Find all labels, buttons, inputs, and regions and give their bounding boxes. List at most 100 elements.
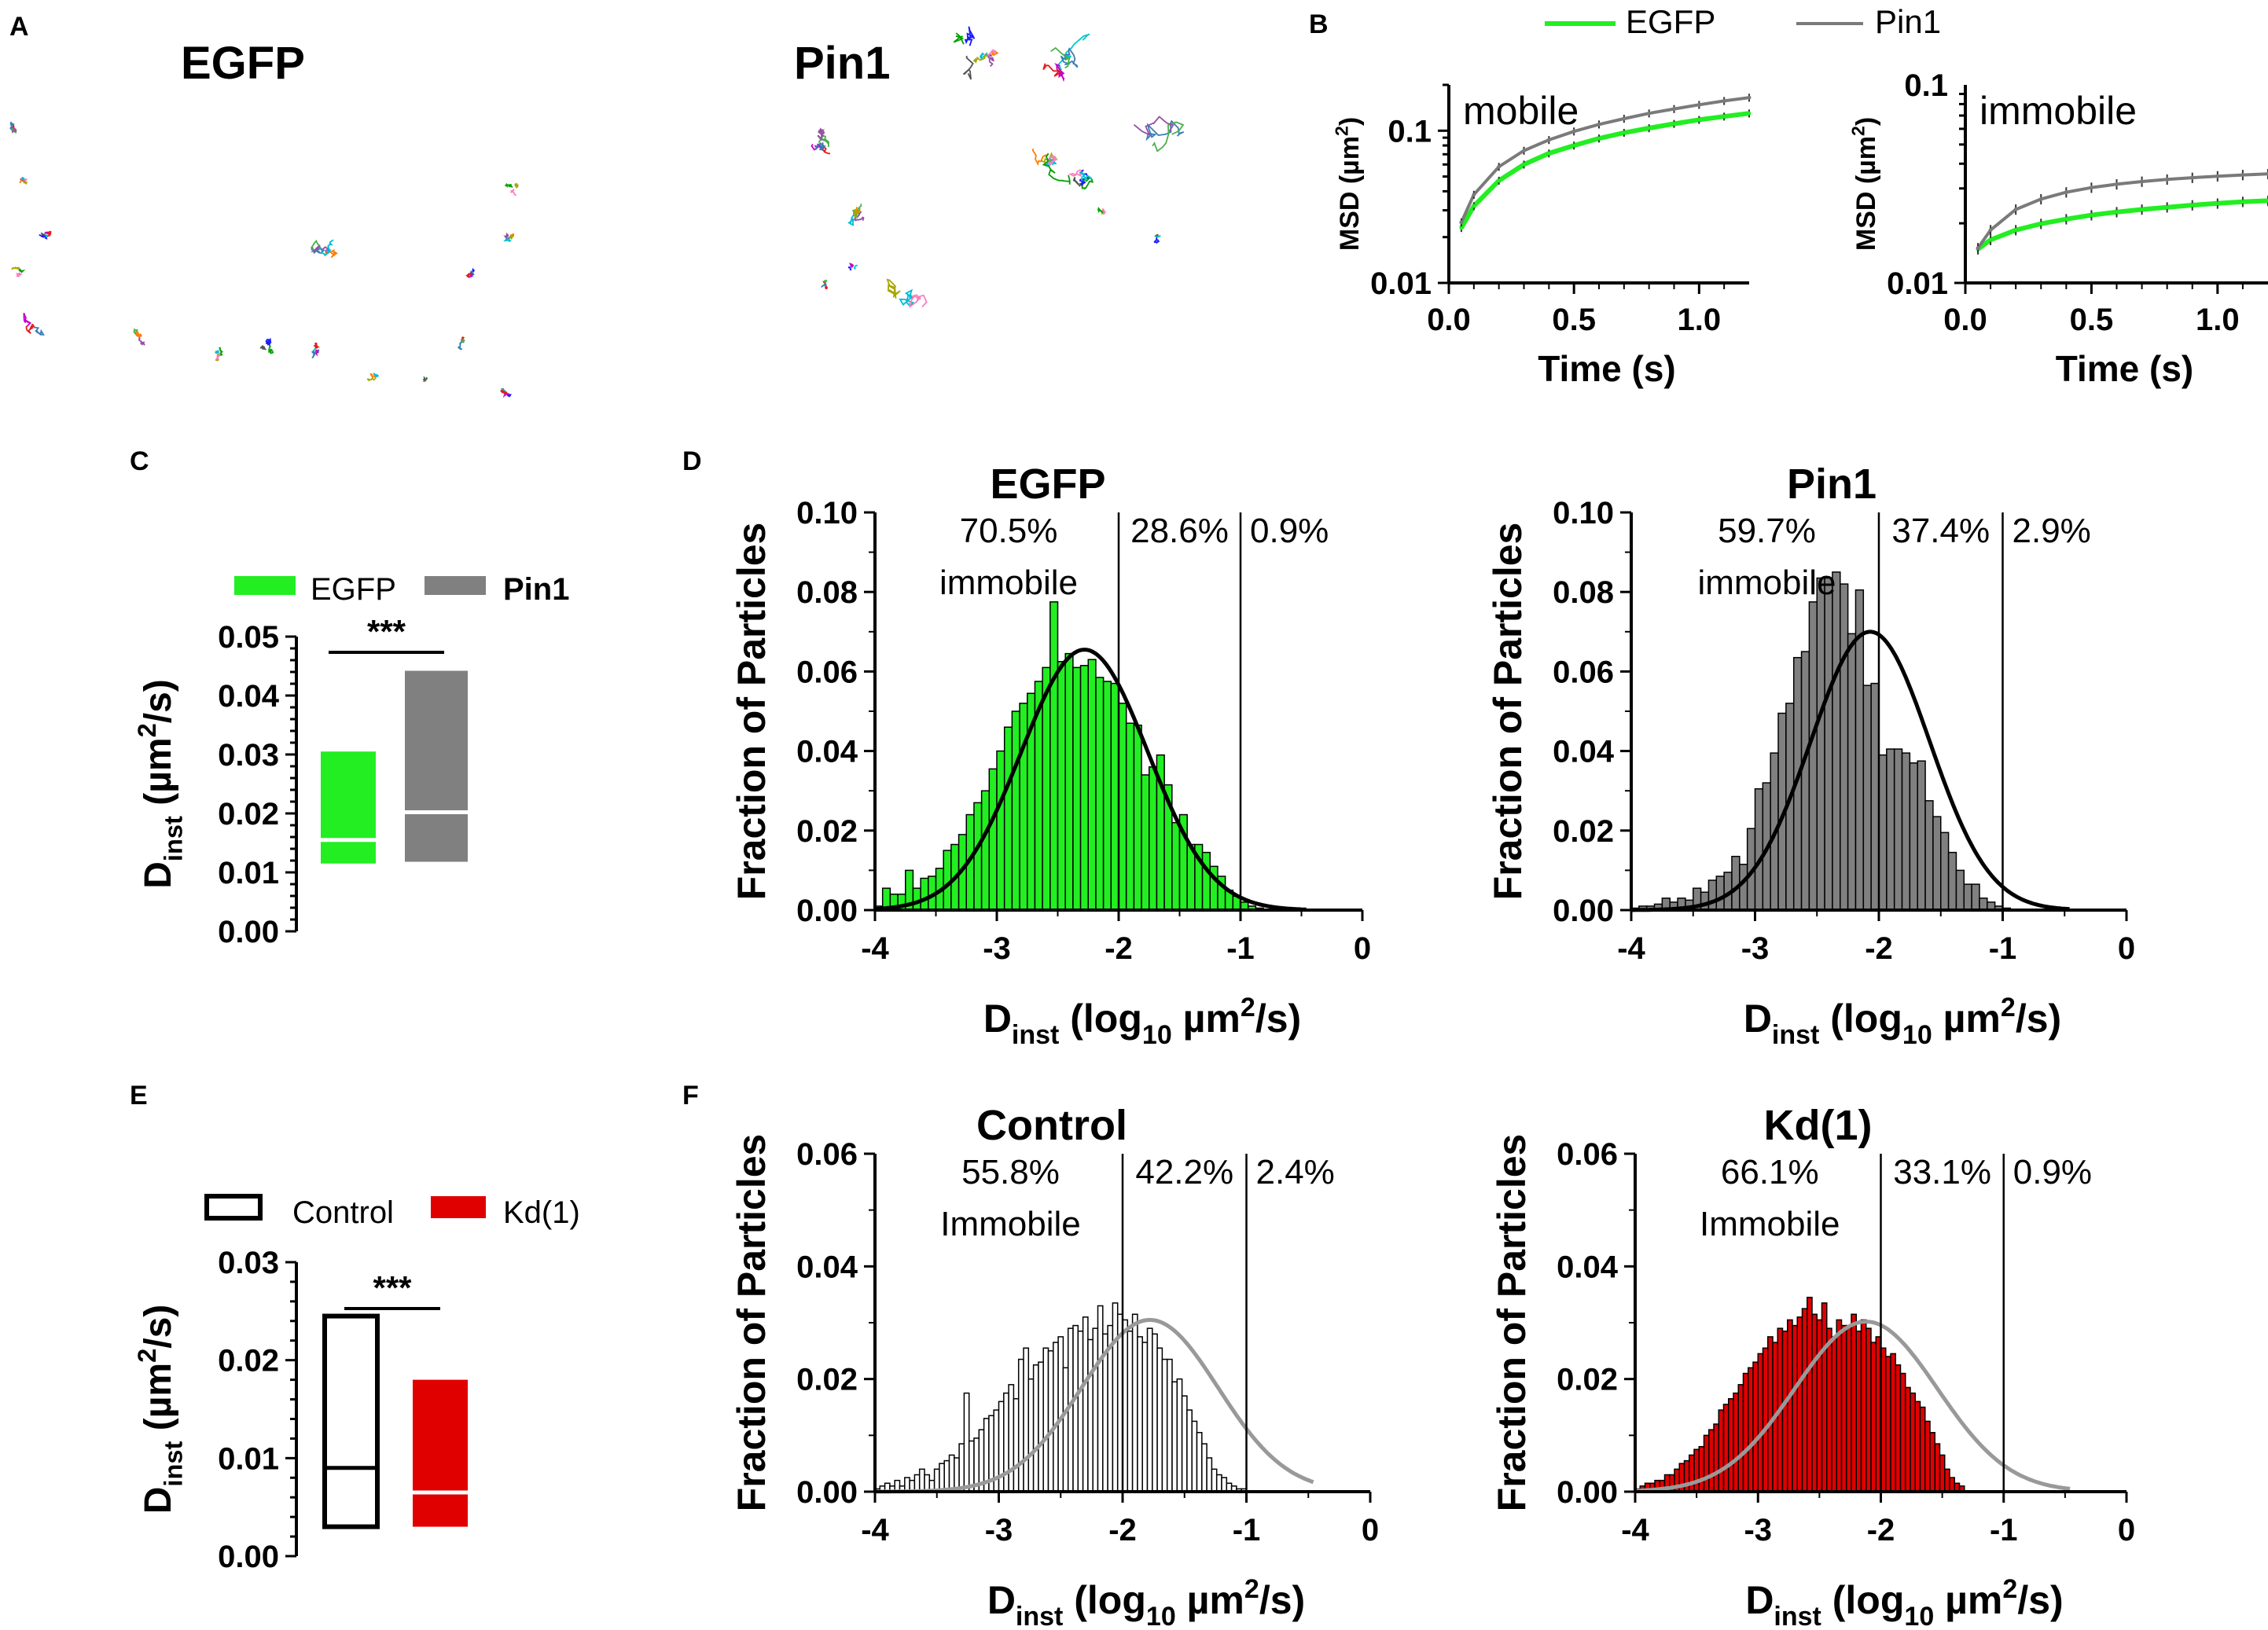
panel-letter-b: B <box>1309 9 1329 39</box>
label-part: /s) <box>138 1305 179 1349</box>
histogram-bar <box>1754 787 1764 911</box>
histogram-bar <box>943 1459 950 1492</box>
particle-track <box>45 234 50 238</box>
histogram-bar <box>1808 601 1818 911</box>
label-part: ) <box>1851 117 1881 126</box>
histogram-bar <box>1715 876 1725 911</box>
histogram-bar <box>1862 685 1872 911</box>
particle-track <box>11 266 20 270</box>
x-tick-label: -2 <box>1105 931 1133 966</box>
label-part: inst <box>1774 1602 1821 1630</box>
particle-track <box>823 279 828 285</box>
histogram-bar <box>1728 1398 1734 1492</box>
y-tick-label: 0.04 <box>796 735 858 769</box>
y-axis-title: Fraction of Particles <box>1490 1134 1534 1512</box>
histogram-bar <box>1008 1384 1015 1492</box>
y-tick-label: 0.01 <box>1370 266 1432 301</box>
particle-track <box>503 235 512 243</box>
histogram-bar <box>1186 1409 1193 1492</box>
particle-track <box>11 127 17 134</box>
histogram-bar <box>1131 1313 1138 1492</box>
panel-letter-f: F <box>682 1081 699 1111</box>
data-point <box>2140 179 2145 184</box>
histogram-bar <box>963 1392 970 1492</box>
immobile-label: immobile <box>1697 564 1836 602</box>
particle-track <box>34 326 45 336</box>
histogram-bar <box>1703 1434 1710 1492</box>
histogram-bar <box>1731 855 1741 911</box>
x-tick-label: 0.0 <box>1427 303 1471 337</box>
particle-track <box>1057 33 1090 71</box>
x-tick-label: 0 <box>1354 931 1371 966</box>
data-point <box>1672 107 1676 112</box>
data-point <box>1522 149 1526 153</box>
histogram-bar <box>1110 682 1119 911</box>
histogram-bar <box>1847 633 1857 911</box>
particle-track <box>510 189 516 196</box>
d-inst-range-chart-e: 0.00 0.01 0.02 0.03 Dinst (µm2/s) *** Control K… <box>132 1194 580 1574</box>
data-point <box>1546 151 1551 156</box>
data-point <box>2240 173 2245 178</box>
histogram-bar <box>912 887 921 911</box>
x-tick-label: -1 <box>1233 1513 1261 1547</box>
histogram-bar <box>1079 665 1089 911</box>
label-part: inst <box>158 1441 187 1486</box>
particle-track <box>1047 154 1057 167</box>
y-tick-label: 0.02 <box>1553 814 1614 849</box>
label-part: (log <box>1821 1578 1905 1622</box>
y-tick-label: 0.00 <box>1557 1475 1618 1510</box>
histogram-bar <box>1885 1356 1891 1492</box>
x-tick-label: -4 <box>1621 1513 1649 1547</box>
label-part: inst <box>1012 1020 1059 1050</box>
data-point <box>1647 126 1652 130</box>
histogram-bar <box>1971 883 1980 911</box>
histogram-bar <box>1929 1432 1935 1492</box>
data-point <box>2215 201 2220 206</box>
histogram-pin1: 0.00 0.02 0.04 0.06 0.08 0.10 -4 -3 -2 -1 0 Pin1 Fra… <box>1486 461 2135 1050</box>
data-point <box>2038 196 2043 201</box>
mobile-percent: 33.1% <box>1893 1153 1991 1191</box>
data-point <box>2089 185 2093 190</box>
particle-track <box>1156 234 1161 238</box>
data-point <box>1497 164 1502 169</box>
particle-track <box>20 176 26 181</box>
y-tick-label: 0.06 <box>1553 655 1614 689</box>
label-part: µm <box>1932 997 2001 1041</box>
label-part: 2 <box>1241 993 1255 1022</box>
particle-track <box>814 141 827 151</box>
label-part: 2 <box>2002 1574 2017 1604</box>
histogram-bar <box>1836 1319 1843 1492</box>
histogram-bar <box>1905 1386 1911 1492</box>
particle-track <box>259 344 267 351</box>
histogram-bar <box>1215 1474 1222 1492</box>
legend-label: Control <box>292 1195 394 1230</box>
particle-track <box>265 337 272 347</box>
particle-track <box>1152 121 1185 152</box>
y-tick-label: 0.06 <box>1557 1137 1618 1172</box>
mobile-percent: 37.4% <box>1891 512 1990 550</box>
histogram-bar <box>1824 577 1833 911</box>
particle-track <box>964 26 976 46</box>
immobile-percent: 70.5% <box>960 512 1058 550</box>
legend-swatch <box>234 576 296 595</box>
y-tick-label: 0.00 <box>218 915 279 949</box>
y-tick-label: 0.01 <box>218 1441 279 1476</box>
histogram-bar <box>1112 1302 1119 1492</box>
particle-track <box>318 239 334 256</box>
particle-track <box>19 178 24 184</box>
label-part: 2 <box>1244 1574 1259 1604</box>
label-part: D <box>138 861 179 889</box>
histogram-bar <box>1742 1372 1749 1492</box>
histogram-bar <box>1831 1336 1837 1492</box>
histogram-bar <box>1211 1468 1218 1492</box>
histogram-bar <box>1125 722 1135 911</box>
chart-title: Kd(1) <box>1764 1102 1873 1149</box>
data-point <box>1522 162 1526 167</box>
data-point <box>2165 177 2170 182</box>
particle-track <box>422 376 428 382</box>
gaussian-fit <box>1631 630 2070 912</box>
x-axis-title: Dinst (log10 µm2/s) <box>983 993 1301 1050</box>
x-tick-label: 0.5 <box>1552 303 1596 337</box>
particle-track <box>847 211 858 226</box>
